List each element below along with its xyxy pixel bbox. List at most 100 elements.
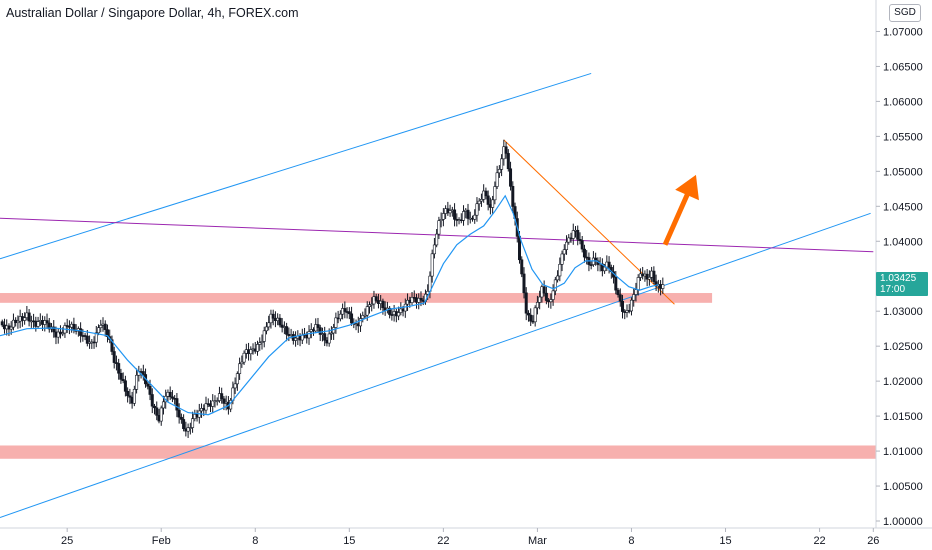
candle-body xyxy=(576,229,580,240)
candle-body xyxy=(318,327,322,335)
candle-body xyxy=(307,331,311,339)
candle-body xyxy=(504,146,508,154)
candle-body xyxy=(365,306,369,316)
candle-body xyxy=(511,186,515,207)
candle-body xyxy=(27,312,31,322)
x-tick-label: 8 xyxy=(252,535,258,547)
candle-body xyxy=(582,248,586,258)
candle-body xyxy=(175,398,179,411)
y-tick-label: 1.04500 xyxy=(883,201,923,213)
candle-body xyxy=(475,203,479,216)
candle-body xyxy=(23,317,27,321)
bullish-arrow xyxy=(662,174,699,246)
x-tick-label: 15 xyxy=(719,535,731,547)
candle-body xyxy=(397,312,401,317)
candle-body xyxy=(267,322,271,328)
candle-body xyxy=(334,317,338,328)
candle-body xyxy=(477,200,481,205)
support-zone xyxy=(0,293,713,303)
candle-body xyxy=(565,241,569,250)
candle-body xyxy=(479,199,483,202)
candle-body xyxy=(486,195,490,205)
y-tick-label: 1.06500 xyxy=(883,61,923,73)
candle-body xyxy=(629,299,633,312)
candle-body xyxy=(260,341,264,343)
candle-body xyxy=(238,363,242,374)
candle-body xyxy=(285,326,289,335)
candle-body xyxy=(126,391,130,397)
candle-body xyxy=(97,327,101,334)
candle-body xyxy=(262,330,266,342)
candle-body xyxy=(430,253,434,277)
x-tick-label: 22 xyxy=(437,535,449,547)
candle-body xyxy=(79,328,83,336)
candle-body xyxy=(9,326,13,330)
candle-body xyxy=(132,389,136,404)
candle-body xyxy=(271,313,275,319)
candle-body xyxy=(110,339,114,352)
y-tick-label: 1.00000 xyxy=(883,516,923,528)
y-tick-label: 1.02000 xyxy=(883,376,923,388)
candle-body xyxy=(524,292,528,314)
candle-body xyxy=(329,332,333,335)
candle-body xyxy=(280,324,284,328)
candle-body xyxy=(103,323,107,330)
candle-body xyxy=(204,403,208,411)
candle-body xyxy=(258,342,262,345)
y-tick-label: 1.03000 xyxy=(883,306,923,318)
candle-body xyxy=(61,332,65,335)
candle-body xyxy=(343,308,347,312)
candle-body xyxy=(506,153,510,170)
candle-body xyxy=(155,407,159,416)
channel-trendline xyxy=(0,72,592,260)
candle-body xyxy=(350,313,354,324)
candle-body xyxy=(264,326,268,332)
candle-body xyxy=(526,312,530,316)
candle-body xyxy=(616,289,620,296)
candle-body xyxy=(578,238,582,241)
candle-body xyxy=(435,233,439,246)
candle-body xyxy=(571,230,575,239)
candle-body xyxy=(186,427,190,432)
candle-body xyxy=(249,349,253,355)
x-tick-label: Feb xyxy=(152,535,171,547)
candle-body xyxy=(549,299,553,303)
candle-body xyxy=(233,383,237,389)
x-tick-label: 22 xyxy=(813,535,825,547)
candle-body xyxy=(222,398,226,404)
candle-body xyxy=(388,307,392,315)
channel-trendline xyxy=(0,212,871,518)
candle-body xyxy=(363,314,367,317)
candle-body xyxy=(538,296,542,303)
candle-body xyxy=(161,401,165,409)
candle-body xyxy=(182,419,186,430)
candle-body xyxy=(177,409,181,418)
candle-body xyxy=(441,213,445,220)
candle-body xyxy=(188,427,192,429)
x-tick-label: 26 xyxy=(867,535,879,547)
candle-body xyxy=(347,311,351,315)
candle-body xyxy=(361,315,365,319)
candle-body xyxy=(159,407,163,422)
candle-body xyxy=(45,320,49,324)
candle-body xyxy=(654,281,658,287)
candle-body xyxy=(316,324,320,328)
candle-body xyxy=(661,284,665,289)
downtrend-line xyxy=(503,139,675,305)
candle-body xyxy=(529,314,533,322)
candle-body xyxy=(553,279,557,292)
candle-body xyxy=(56,331,60,338)
y-tick-label: 1.01000 xyxy=(883,446,923,458)
currency-badge[interactable]: SGD xyxy=(889,4,921,22)
candle-body xyxy=(419,298,423,301)
candle-body xyxy=(614,276,618,291)
candle-body xyxy=(179,416,183,420)
candle-body xyxy=(240,361,244,365)
candle-body xyxy=(544,292,548,301)
candle-body xyxy=(634,289,638,295)
candle-body xyxy=(462,211,466,221)
candle-body xyxy=(220,393,224,400)
x-tick-label: 8 xyxy=(628,535,634,547)
y-tick-label: 1.00500 xyxy=(883,481,923,493)
